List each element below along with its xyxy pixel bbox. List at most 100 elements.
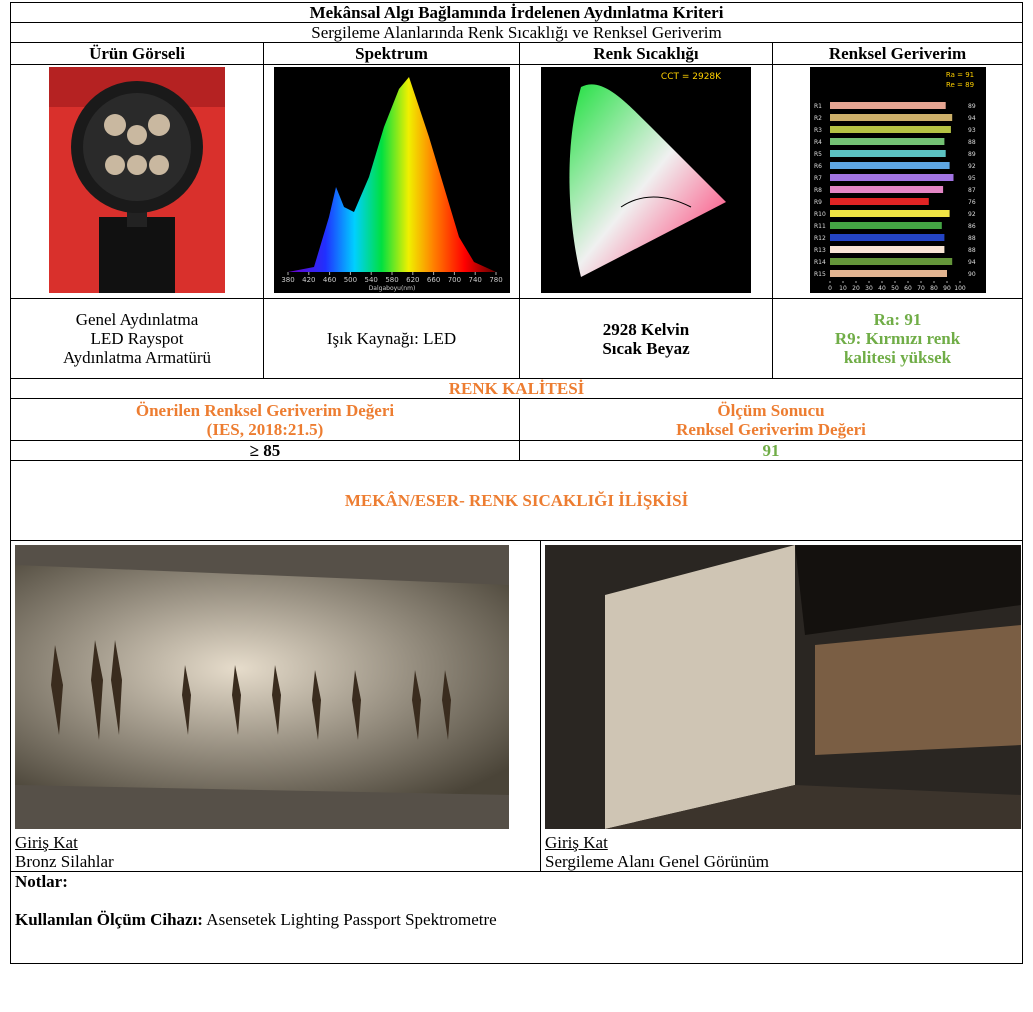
value-label: 89 bbox=[968, 103, 976, 110]
photo-floor: Giriş Kat bbox=[545, 833, 608, 852]
text: LED Rayspot bbox=[90, 329, 184, 348]
x-tick-label: 100 bbox=[954, 285, 966, 292]
category-label: R1 bbox=[814, 103, 822, 110]
spectrum-cell: 380 420 460 500 540 580 620 660 700 740 780 Dalgabo… bbox=[263, 64, 520, 299]
value-label: 88 bbox=[968, 235, 976, 242]
x-tick-label: 70 bbox=[917, 285, 925, 292]
recommended-value: ≥ 85 bbox=[10, 440, 520, 461]
section-title: MEKÂN/ESER- RENK SICAKLIĞI İLİŞKİSİ bbox=[9, 460, 1024, 541]
value-label: 87 bbox=[968, 187, 976, 194]
value-label: 88 bbox=[968, 139, 976, 146]
photo bbox=[15, 545, 509, 829]
chromaticity-chart: CCT = 2928K bbox=[541, 66, 751, 293]
category-label: R14 bbox=[814, 259, 826, 266]
section-title: RENK KALİTESİ bbox=[9, 378, 1024, 399]
text: Ra: 91 bbox=[873, 310, 922, 329]
category-label: R4 bbox=[814, 139, 822, 146]
category-label: R11 bbox=[814, 223, 826, 230]
cri-cell: Ra = 91 Re = 89 R1 89 R2 94 R3 93 R4 88 R5 89 R6 92 R7… bbox=[771, 64, 1024, 299]
bar bbox=[829, 257, 952, 265]
notes: Notlar: Kullanılan Ölçüm Cihazı: Asenset… bbox=[9, 871, 1024, 964]
text: Genel Aydınlatma bbox=[75, 310, 199, 329]
bar bbox=[829, 221, 942, 229]
bar bbox=[829, 209, 950, 217]
x-tick-label: 540 bbox=[364, 276, 377, 284]
x-tick-label: 580 bbox=[385, 276, 398, 284]
category-label: R9 bbox=[814, 199, 822, 206]
text: (IES, 2018:21.5) bbox=[206, 419, 324, 439]
description: Işık Kaynağı: LED bbox=[263, 298, 520, 379]
description: Genel Aydınlatma LED Rayspot Aydınlatma Ar… bbox=[10, 298, 264, 379]
text: Sıcak Beyaz bbox=[602, 338, 690, 358]
re-label: Re = 89 bbox=[945, 81, 973, 89]
category-label: R6 bbox=[814, 163, 822, 170]
product-image-cell bbox=[10, 64, 264, 299]
product-image bbox=[49, 66, 225, 293]
category-label: R13 bbox=[814, 247, 826, 254]
value-label: 90 bbox=[968, 271, 976, 278]
x-tick-label: 0 bbox=[828, 285, 832, 292]
photo-caption: Bronz Silahlar bbox=[15, 852, 114, 871]
bar bbox=[829, 149, 946, 157]
photo-caption: Sergileme Alanı Genel Görünüm bbox=[545, 852, 769, 871]
x-tick-label: 60 bbox=[904, 285, 912, 292]
photo-cell: Giriş Kat Bronz Silahlar bbox=[10, 540, 541, 872]
bar bbox=[829, 137, 944, 145]
cri-chart: Ra = 91 Re = 89 R1 89 R2 94 R3 93 R4 88 R5 89 R6 92 R7… bbox=[809, 66, 986, 293]
bar bbox=[829, 269, 947, 277]
text: kalitesi yüksek bbox=[843, 348, 952, 367]
x-tick-label: 10 bbox=[839, 285, 847, 292]
spectrum-chart: 380 420 460 500 540 580 620 660 700 740 780 Dalgabo… bbox=[273, 66, 510, 293]
text: Ölçüm Sonucu bbox=[717, 400, 825, 420]
bar bbox=[829, 125, 951, 133]
value-label: 92 bbox=[968, 163, 976, 170]
text: R9: Kırmızı renk bbox=[834, 329, 961, 348]
bar bbox=[829, 185, 943, 193]
x-tick-label: 40 bbox=[878, 285, 886, 292]
measured-value: 91 bbox=[518, 440, 1024, 461]
text: Işık Kaynağı: LED bbox=[326, 329, 457, 348]
x-tick-label: 380 bbox=[281, 276, 294, 284]
bar bbox=[829, 101, 946, 109]
value-label: 93 bbox=[968, 127, 976, 134]
x-tick-label: 80 bbox=[930, 285, 938, 292]
description: Ra: 91 R9: Kırmızı renk kalitesi yüksek bbox=[771, 298, 1024, 379]
category-label: R2 bbox=[814, 115, 822, 122]
text: Önerilen Renksel Geriverim Değeri bbox=[135, 400, 395, 420]
bar bbox=[829, 161, 950, 169]
x-tick-label: 500 bbox=[343, 276, 356, 284]
x-tick-label: 620 bbox=[406, 276, 419, 284]
category-label: R8 bbox=[814, 187, 822, 194]
value-label: 86 bbox=[968, 223, 976, 230]
category-label: R15 bbox=[814, 271, 826, 278]
device: Asensetek Lighting Passport Spektrometre bbox=[206, 910, 497, 929]
photo-cell: Giriş Kat Sergileme Alanı Genel Görünüm bbox=[539, 540, 1024, 872]
column-header: Ürün Görseli bbox=[10, 42, 264, 65]
x-tick-label: 740 bbox=[468, 276, 481, 284]
photo-floor: Giriş Kat bbox=[15, 833, 78, 852]
x-tick-label: 50 bbox=[891, 285, 899, 292]
x-tick-label: 30 bbox=[865, 285, 873, 292]
value-label: 89 bbox=[968, 151, 976, 158]
value-label: 95 bbox=[968, 175, 976, 182]
x-tick-label: 20 bbox=[852, 285, 860, 292]
description: 2928 Kelvin Sıcak Beyaz bbox=[519, 298, 773, 379]
ra-label: Ra = 91 bbox=[945, 71, 973, 79]
x-tick-label: 700 bbox=[447, 276, 460, 284]
x-tick-label: 780 bbox=[489, 276, 502, 284]
bar bbox=[829, 197, 929, 205]
category-label: R10 bbox=[814, 211, 826, 218]
category-label: R3 bbox=[814, 127, 822, 134]
x-tick-label: 420 bbox=[302, 276, 315, 284]
category-label: R5 bbox=[814, 151, 822, 158]
text: Aydınlatma Armatürü bbox=[62, 348, 212, 367]
subtitle: Sergileme Alanlarında Renk Sıcaklığı ve … bbox=[9, 22, 1024, 43]
chromaticity-cell: CCT = 2928K bbox=[519, 64, 773, 299]
bar bbox=[829, 233, 944, 241]
device-label: Kullanılan Ölçüm Cihazı: bbox=[15, 910, 203, 929]
bar bbox=[829, 113, 952, 121]
category-label: R12 bbox=[814, 235, 826, 242]
cct-label: CCT = 2928K bbox=[661, 72, 722, 82]
column-header: Renk Sıcaklığı bbox=[519, 42, 773, 65]
